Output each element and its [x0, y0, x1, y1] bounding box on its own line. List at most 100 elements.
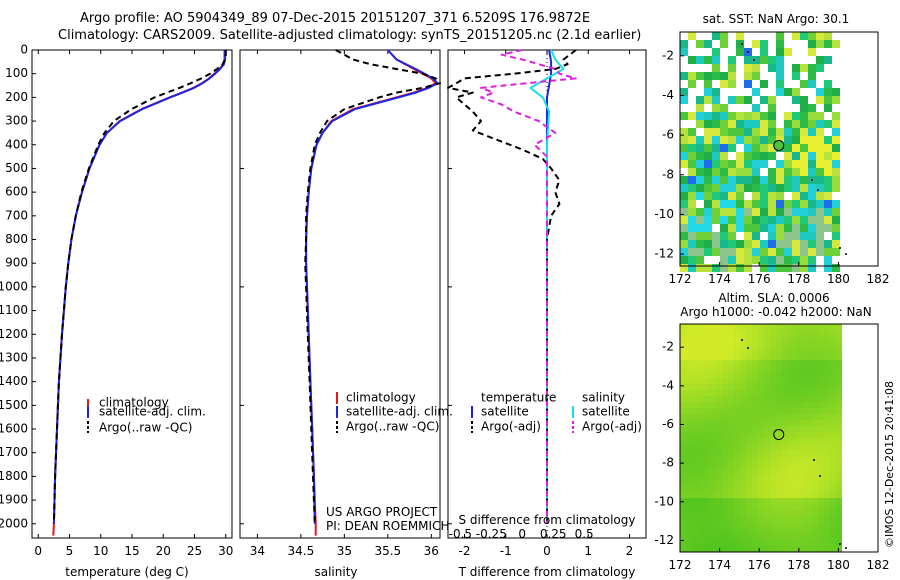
sla-cell	[734, 516, 740, 522]
sla-cell	[806, 330, 812, 336]
sla-cell	[686, 330, 692, 336]
legend-label-temp-satellite: satellite	[481, 405, 529, 419]
sla-cell	[806, 468, 812, 474]
sst-map-frame	[679, 31, 879, 267]
sla-cell	[722, 432, 728, 438]
sst-cell	[760, 256, 768, 264]
sst-cell	[768, 104, 776, 112]
sla-cell	[752, 480, 758, 486]
sla-cell	[818, 330, 824, 336]
sst-cell	[752, 184, 760, 192]
sla-cell	[686, 486, 692, 492]
sla-cell	[824, 330, 830, 336]
temperature-xlabel: temperature (deg C)	[65, 565, 188, 579]
sla-cell	[680, 528, 686, 534]
sla-cell	[788, 396, 794, 402]
sla-cell	[728, 528, 734, 534]
sla-cell	[710, 438, 716, 444]
x-tick-label: 35	[337, 544, 352, 558]
sst-cell	[768, 128, 776, 136]
sla-cell	[782, 450, 788, 456]
sst-cell	[784, 256, 792, 264]
sla-cell	[764, 390, 770, 396]
sla-cell	[728, 336, 734, 342]
sst-cell	[704, 56, 712, 64]
sst-cell	[816, 184, 824, 192]
sla-cell	[794, 510, 800, 516]
sla-cell	[686, 324, 692, 330]
sla-cell	[740, 360, 746, 366]
sla-cell	[716, 522, 722, 528]
sla-cell	[740, 510, 746, 516]
y-tick-label: 100	[5, 66, 28, 80]
sla-cell	[752, 444, 758, 450]
sla-cell	[776, 360, 782, 366]
sst-cell	[712, 240, 720, 248]
sla-cell	[716, 534, 722, 540]
sla-cell	[680, 468, 686, 474]
sla-cell	[722, 384, 728, 390]
sla-cell	[824, 426, 830, 432]
sst-cell	[680, 112, 688, 120]
x-tick-label: 2	[626, 544, 634, 558]
sla-cell	[722, 504, 728, 510]
island-dot	[845, 547, 847, 549]
map-x-tick-label: 172	[669, 558, 692, 572]
sla-cell	[746, 420, 752, 426]
sla-cell	[824, 372, 830, 378]
x-tick-label: 20	[156, 544, 171, 558]
sla-cell	[734, 354, 740, 360]
map-x-tick-label: 182	[867, 558, 890, 572]
sla-cell	[794, 336, 800, 342]
sla-cell	[824, 366, 830, 372]
sla-cell	[782, 330, 788, 336]
sst-cell	[720, 256, 728, 264]
island-dot	[747, 51, 749, 53]
sla-cell	[740, 348, 746, 354]
sst-cell	[752, 240, 760, 248]
sla-cell	[740, 504, 746, 510]
sla-cell	[794, 330, 800, 336]
sst-cell	[816, 144, 824, 152]
sla-cell	[722, 372, 728, 378]
sla-cell	[800, 522, 806, 528]
sla-cell	[812, 468, 818, 474]
sla-cell	[794, 492, 800, 498]
sla-cell	[830, 450, 836, 456]
sla-cell	[728, 450, 734, 456]
sla-cell	[824, 534, 830, 540]
sla-cell	[782, 480, 788, 486]
sla-cell	[680, 510, 686, 516]
sla-cell	[728, 480, 734, 486]
t-difference-xlabel: T difference from climatology	[458, 565, 636, 579]
sla-cell	[710, 516, 716, 522]
sla-cell	[752, 324, 758, 330]
sla-cell	[788, 546, 794, 552]
sla-cell	[764, 378, 770, 384]
sla-cell	[716, 360, 722, 366]
sla-cell	[818, 540, 824, 546]
sla-cell	[764, 330, 770, 336]
sst-cell	[688, 224, 696, 232]
sst-cell	[760, 56, 768, 64]
sla-cell	[794, 504, 800, 510]
sst-cell	[808, 80, 816, 88]
sla-cell	[776, 474, 782, 480]
sla-cell	[716, 354, 722, 360]
sla-cell	[686, 498, 692, 504]
sst-cell	[792, 248, 800, 256]
sla-cell	[782, 438, 788, 444]
sla-cell	[722, 498, 728, 504]
sla-cell	[806, 450, 812, 456]
sst-cell	[824, 192, 832, 200]
sla-cell	[752, 510, 758, 516]
secondary-x-tick-label: -0.5	[449, 527, 472, 541]
sla-cell	[704, 384, 710, 390]
sla-cell	[692, 492, 698, 498]
sla-cell	[680, 408, 686, 414]
sla-cell	[680, 444, 686, 450]
y-tick-label: 600	[5, 185, 28, 199]
sla-cell	[800, 336, 806, 342]
sst-cell	[792, 240, 800, 248]
sla-cell	[734, 426, 740, 432]
